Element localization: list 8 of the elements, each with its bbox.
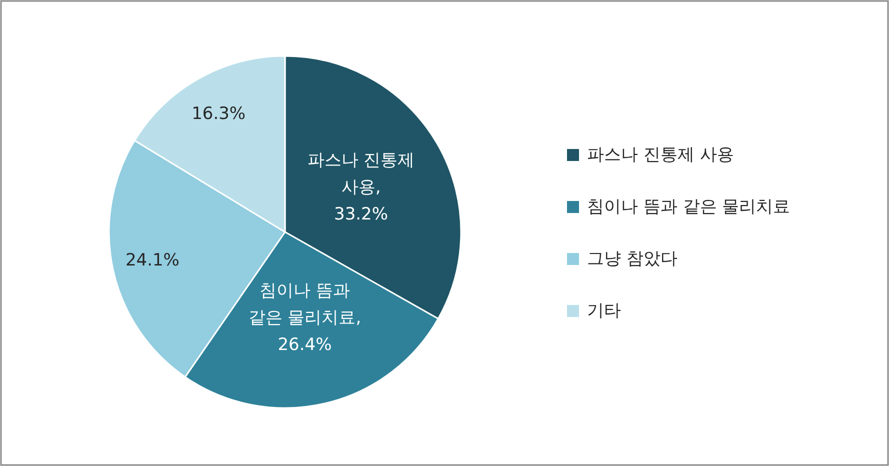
legend-label: 침이나 뜸과 같은 물리치료 <box>587 197 790 217</box>
legend-label: 기타 <box>587 301 621 321</box>
data-label: 침이나 뜸과 같은 물리치료, 26.4% <box>248 280 362 355</box>
data-label: 파스나 진통제 사용, 33.2% <box>307 150 415 225</box>
data-label: 24.1% <box>125 250 180 270</box>
legend-label: 그냥 참았다 <box>587 249 678 269</box>
legend-label: 파스나 진통제 사용 <box>587 145 734 165</box>
data-label: 16.3% <box>192 104 246 124</box>
